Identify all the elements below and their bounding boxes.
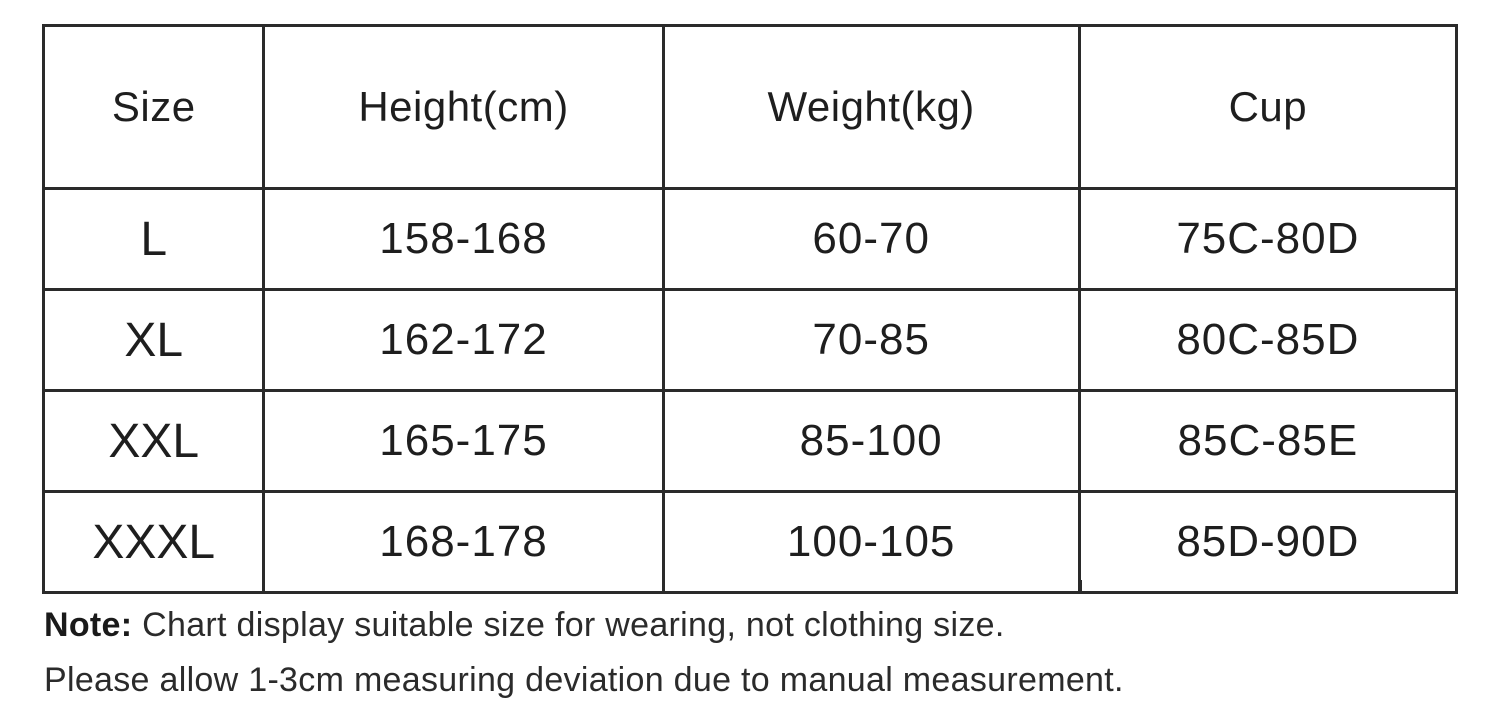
cup-cell: 85C-85E <box>1077 389 1459 493</box>
table-row: XXXL 168-178 100-105 85D-90D <box>41 490 1459 594</box>
table-border-stub <box>262 580 265 592</box>
header-cell-height: Height(cm) <box>262 24 665 190</box>
header-cell-size: Size <box>41 24 266 190</box>
table-border-stub <box>662 580 665 592</box>
notes-block: Note: Chart display suitable size for we… <box>44 598 1124 708</box>
height-cell: 158-168 <box>262 187 665 291</box>
size-cell: XL <box>41 288 266 392</box>
table-row: L 158-168 60-70 75C-80D <box>41 187 1459 291</box>
table-row: XXL 165-175 85-100 85C-85E <box>41 389 1459 493</box>
table-row: XL 162-172 70-85 80C-85D <box>41 288 1459 392</box>
height-cell: 168-178 <box>262 490 665 594</box>
weight-cell: 70-85 <box>661 288 1081 392</box>
size-chart-table: Size Height(cm) Weight(kg) Cup L 158-168… <box>41 24 1459 594</box>
height-cell: 162-172 <box>262 288 665 392</box>
weight-cell: 100-105 <box>661 490 1081 594</box>
note-text: Chart display suitable size for wearing,… <box>132 606 1005 644</box>
note-line: Note: Chart display suitable size for we… <box>44 598 1124 653</box>
table-border-stub <box>1455 580 1458 592</box>
cup-cell: 75C-80D <box>1077 187 1459 291</box>
deviation-note-line: Please allow 1-3cm measuring deviation d… <box>44 661 1124 699</box>
header-row: Size Height(cm) Weight(kg) Cup <box>41 24 1459 190</box>
table-border-stub <box>1079 580 1082 592</box>
weight-cell: 60-70 <box>661 187 1081 291</box>
size-cell: XXL <box>41 389 266 493</box>
cup-cell: 80C-85D <box>1077 288 1459 392</box>
size-cell: L <box>41 187 266 291</box>
header-cell-weight: Weight(kg) <box>661 24 1081 190</box>
height-cell: 165-175 <box>262 389 665 493</box>
note-label: Note: <box>44 606 133 644</box>
size-cell: XXXL <box>41 490 266 594</box>
header-cell-cup: Cup <box>1077 24 1459 190</box>
weight-cell: 85-100 <box>661 389 1081 493</box>
table-border-stub <box>42 580 45 592</box>
cup-cell: 85D-90D <box>1077 490 1459 594</box>
